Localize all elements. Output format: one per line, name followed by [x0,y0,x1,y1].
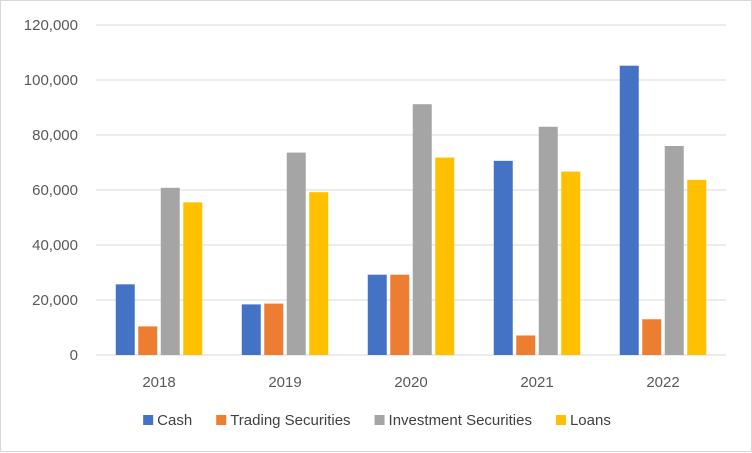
bar-trading-securities-2019 [264,303,284,355]
y-tick-label: 40,000 [32,237,78,254]
bar-trading-securities-2018 [138,326,158,355]
bar-cash-2019 [241,304,261,355]
x-tick-label: 2020 [394,374,427,391]
y-tick-label: 60,000 [32,182,78,199]
bar-trading-securities-2022 [642,319,662,355]
bar-cash-2018 [115,284,135,355]
legend-swatch [143,415,154,425]
legend-label: Investment Securities [389,412,532,429]
y-tick-label: 80,000 [32,127,78,144]
x-tick-label: 2018 [142,374,175,391]
legend-label: Trading Securities [230,412,350,429]
legend: Cash Trading Securities Investment Securit… [143,412,611,429]
bar-loans-2020 [435,157,455,355]
y-tick-label: 120,000 [24,17,78,34]
bars [115,65,707,355]
bar-loans-2021 [561,171,581,355]
legend-item-investment-securities: Investment Securities [374,412,532,429]
legend-swatch [374,415,385,425]
bar-loans-2022 [687,179,707,355]
bar-investment-securities-2021 [538,126,558,355]
x-tick-label: 2019 [268,374,301,391]
legend-label: Cash [157,412,192,429]
y-tick-label: 20,000 [32,292,78,309]
bar-loans-2018 [183,202,203,355]
bar-cash-2022 [619,65,639,355]
legend-item-trading-securities: Trading Securities [216,412,351,429]
bar-trading-securities-2020 [390,274,410,355]
legend-swatch [216,415,227,425]
legend-item-loans: Loans [555,412,611,429]
x-tick-label: 2022 [646,374,679,391]
x-tick-label: 2021 [520,374,553,391]
x-axis: 2018 2019 2020 2021 2022 [142,374,679,391]
bar-loans-2019 [309,192,329,355]
bar-cash-2020 [367,274,387,355]
bar-cash-2021 [493,160,513,355]
bar-investment-securities-2019 [286,152,306,355]
bar-investment-securities-2020 [412,104,432,355]
y-tick-label: 0 [70,347,78,364]
bar-investment-securities-2018 [160,187,180,355]
legend-item-cash: Cash [143,412,192,429]
legend-swatch [555,415,566,425]
bar-trading-securities-2021 [516,335,536,355]
y-tick-label: 100,000 [24,72,78,89]
legend-label: Loans [570,412,611,429]
bar-investment-securities-2022 [664,146,684,355]
y-axis: 0 20,000 40,000 60,000 80,000 100,000 120,000 [24,17,78,364]
